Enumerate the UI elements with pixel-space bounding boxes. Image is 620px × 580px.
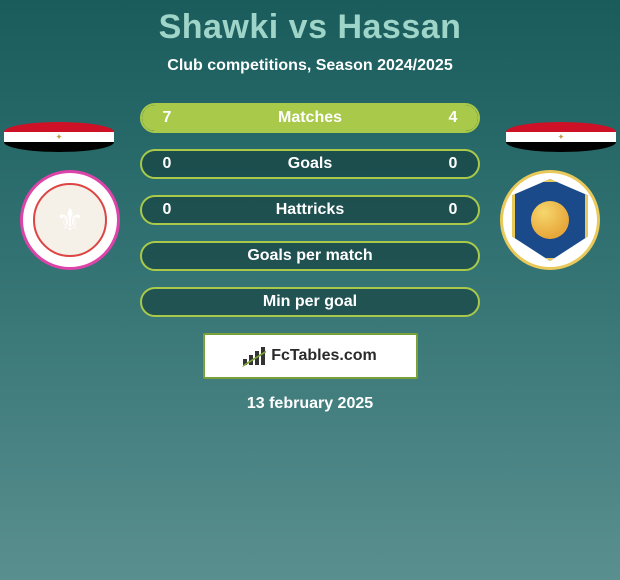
country-flag-left: ✦ bbox=[4, 122, 114, 152]
stat-label: Goals bbox=[192, 155, 428, 173]
stat-value-right: 4 bbox=[428, 109, 478, 127]
stats-list: 7Matches40Goals00Hattricks0Goals per mat… bbox=[140, 103, 480, 317]
stat-row: 0Goals0 bbox=[140, 149, 480, 179]
stat-row: Goals per match bbox=[140, 241, 480, 271]
stat-row: Min per goal bbox=[140, 287, 480, 317]
stat-value-left: 7 bbox=[142, 109, 192, 127]
stat-value-right: 0 bbox=[428, 201, 478, 219]
stat-label: Hattricks bbox=[192, 201, 428, 219]
page-title: Shawki vs Hassan bbox=[0, 8, 620, 47]
date-text: 13 february 2025 bbox=[0, 395, 620, 413]
subtitle: Club competitions, Season 2024/2025 bbox=[0, 57, 620, 75]
brand-chart-icon bbox=[243, 347, 265, 365]
stat-value-right: 0 bbox=[428, 155, 478, 173]
country-flag-right: ✦ bbox=[506, 122, 616, 152]
stat-row: 0Hattricks0 bbox=[140, 195, 480, 225]
stat-label: Goals per match bbox=[192, 247, 428, 265]
stat-row: 7Matches4 bbox=[140, 103, 480, 133]
stat-label: Matches bbox=[192, 109, 428, 127]
ball-icon bbox=[531, 201, 569, 239]
club-badge-right bbox=[500, 170, 600, 270]
stat-label: Min per goal bbox=[192, 293, 428, 311]
eagle-icon: ✦ bbox=[56, 133, 63, 142]
club-shield-icon bbox=[512, 179, 588, 261]
club-badge-left: ⚜ bbox=[20, 170, 120, 270]
eagle-icon: ✦ bbox=[558, 133, 565, 142]
brand-box[interactable]: FcTables.com bbox=[203, 333, 418, 379]
stat-value-left: 0 bbox=[142, 155, 192, 173]
brand-text: FcTables.com bbox=[271, 347, 377, 365]
club-emblem-icon: ⚜ bbox=[33, 183, 107, 257]
stat-value-left: 0 bbox=[142, 201, 192, 219]
